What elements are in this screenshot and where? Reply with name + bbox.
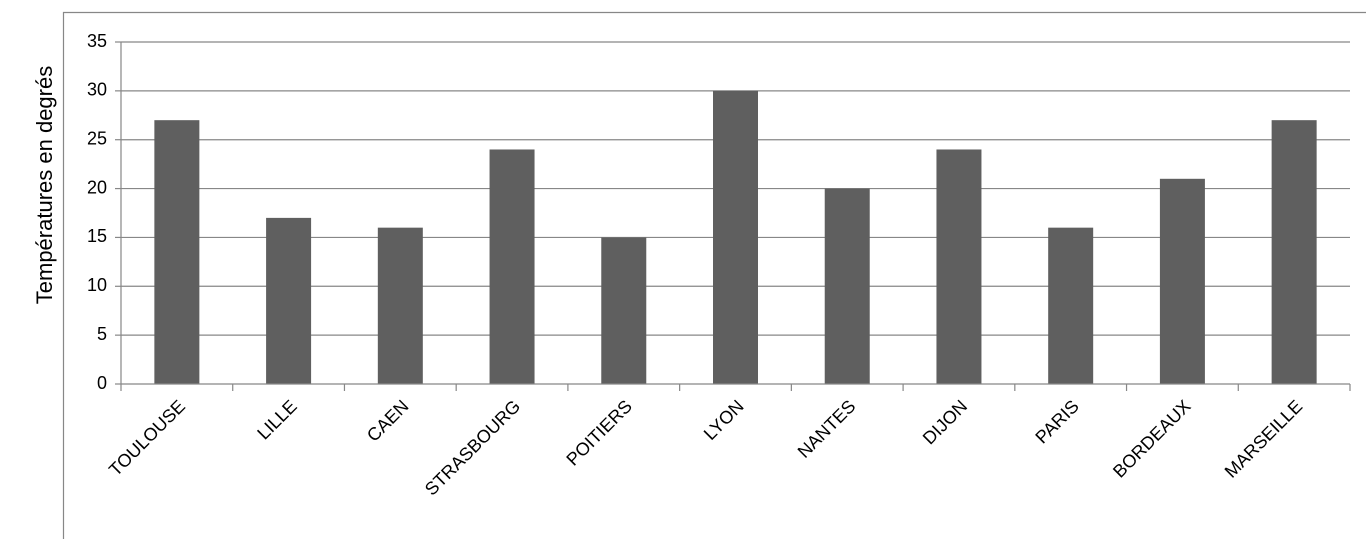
x-tick-label: PARIS bbox=[1031, 396, 1082, 447]
bar-paris bbox=[1048, 227, 1094, 384]
bar-strasbourg bbox=[489, 149, 535, 384]
bar-poitiers bbox=[601, 237, 647, 384]
x-tick-label: BORDEAUX bbox=[1109, 396, 1195, 482]
y-tick-label: 0 bbox=[97, 373, 107, 393]
bar-dijon bbox=[936, 149, 982, 384]
y-tick-label: 35 bbox=[87, 31, 107, 51]
y-tick-label: 20 bbox=[87, 177, 107, 197]
y-tick-label: 5 bbox=[97, 324, 107, 344]
y-tick-label: 10 bbox=[87, 275, 107, 295]
x-tick-label: DIJON bbox=[919, 396, 971, 448]
x-tick-label: CAEN bbox=[363, 396, 413, 446]
bar-marseille bbox=[1271, 120, 1317, 385]
bar-caen bbox=[377, 227, 423, 384]
x-tick-label: MARSEILLE bbox=[1221, 396, 1307, 482]
x-tick-label: LILLE bbox=[253, 396, 300, 443]
y-tick-label: 15 bbox=[87, 226, 107, 246]
bar-lille bbox=[266, 217, 312, 384]
y-axis-label: Températures en degrés bbox=[32, 66, 57, 304]
chart-frame-border bbox=[62, 11, 1366, 539]
bar-nantes bbox=[824, 188, 870, 384]
bar-bordeaux bbox=[1159, 178, 1205, 384]
x-tick-label: STRASBOURG bbox=[421, 396, 524, 499]
x-tick-label: POITIERS bbox=[562, 396, 636, 470]
bar-toulouse bbox=[154, 120, 200, 385]
y-tick-label: 25 bbox=[87, 128, 107, 148]
bar-lyon bbox=[713, 90, 758, 384]
x-tick-label: LYON bbox=[700, 396, 748, 444]
x-tick-label: NANTES bbox=[794, 396, 860, 462]
y-tick-label: 30 bbox=[87, 80, 107, 100]
x-tick-label: TOULOUSE bbox=[105, 396, 189, 480]
